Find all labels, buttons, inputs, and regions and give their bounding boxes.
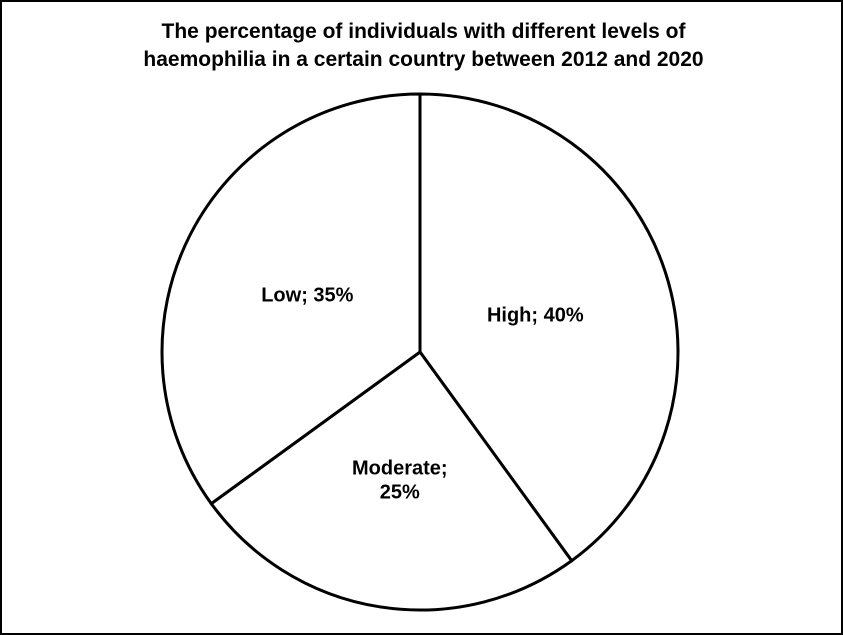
chart-title-line-2: haemophilia in a certain country between… xyxy=(143,48,704,71)
pie-slice-high xyxy=(418,92,680,563)
chart-title-line-1: The percentage of individuals with diffe… xyxy=(161,20,686,43)
slice-label-moderate: Moderate; 25% xyxy=(352,457,448,503)
pie-slice-moderate xyxy=(209,349,574,612)
pie-slice-low xyxy=(160,92,422,506)
chart-title: The percentage of individuals with diffe… xyxy=(2,18,843,74)
slice-label-moderate-line-1: Moderate; xyxy=(352,457,448,479)
slice-label-low: Low; 35% xyxy=(261,285,353,307)
slice-label-moderate-line-2: 25% xyxy=(380,481,420,503)
slice-label-high: High; 40% xyxy=(487,305,584,327)
slice-label-high-line-1: High; 40% xyxy=(487,305,584,327)
slice-label-low-line-1: Low; 35% xyxy=(261,285,353,307)
